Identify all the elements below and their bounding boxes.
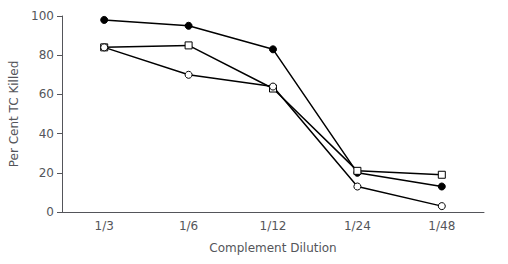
svg-text:1/24: 1/24: [344, 219, 371, 233]
svg-text:80: 80: [39, 48, 54, 62]
svg-text:60: 60: [39, 87, 54, 101]
svg-text:40: 40: [39, 127, 54, 141]
svg-text:Complement Dilution: Complement Dilution: [209, 241, 336, 255]
svg-text:Per Cent TC Killed: Per Cent TC Killed: [7, 61, 21, 168]
svg-text:1/12: 1/12: [260, 219, 287, 233]
svg-text:20: 20: [39, 166, 54, 180]
svg-text:0: 0: [46, 205, 54, 219]
svg-text:1/48: 1/48: [428, 219, 455, 233]
svg-text:1/6: 1/6: [179, 219, 198, 233]
svg-text:100: 100: [31, 9, 54, 23]
svg-text:1/3: 1/3: [95, 219, 114, 233]
